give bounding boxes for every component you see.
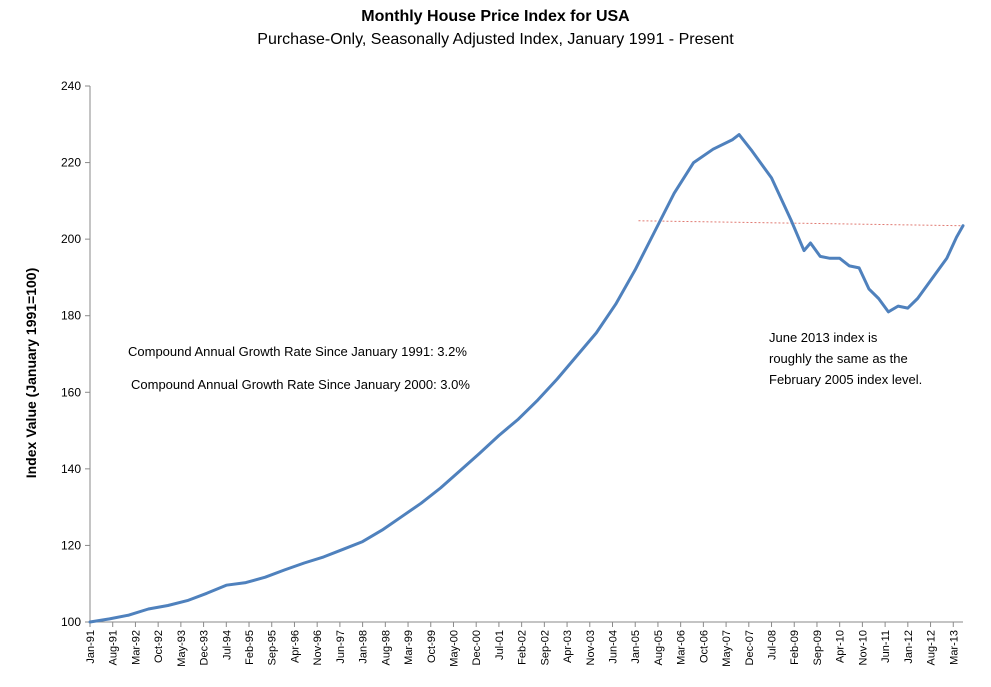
chart-subtitle: Purchase-Only, Seasonally Adjusted Index… — [257, 31, 734, 48]
x-tick-label: Apr-10 — [835, 630, 847, 663]
axes — [89, 86, 963, 623]
y-tick-label: 240 — [61, 79, 81, 93]
series-line — [88, 133, 965, 624]
x-tick-label: Aug-98 — [380, 630, 392, 665]
x-tick-label: Aug-12 — [926, 630, 938, 665]
x-tick-label: Apr-96 — [289, 630, 301, 663]
x-tick-label: Feb-09 — [789, 630, 801, 665]
y-tick-label: 120 — [61, 538, 81, 552]
x-tick-label: Jan-12 — [903, 630, 915, 664]
x-tick-label: Jul-94 — [221, 630, 233, 660]
x-tick-label: Aug-91 — [108, 630, 120, 665]
x-tick-label: Dec-93 — [199, 630, 211, 665]
x-tick-label: Mar-06 — [676, 630, 688, 665]
x-tick-label: May-93 — [176, 630, 188, 667]
cagr-1991-annotation: Compound Annual Growth Rate Since Januar… — [128, 344, 467, 359]
y-tick-label: 180 — [61, 309, 81, 323]
x-tick-label: Aug-05 — [653, 630, 665, 665]
x-tick-label: Feb-02 — [517, 630, 529, 665]
x-tick-label: Dec-00 — [471, 630, 483, 665]
x-tick-label: Sep-09 — [812, 630, 824, 665]
y-tick-label: 220 — [61, 156, 81, 170]
x-tick-label: Nov-03 — [585, 630, 597, 665]
x-tick-label: Mar-99 — [403, 630, 415, 665]
x-tick-label: Jan-98 — [358, 630, 370, 664]
x-tick-label: Apr-03 — [562, 630, 574, 663]
x-tick-label: May-00 — [448, 630, 460, 667]
x-tick-label: Jul-01 — [494, 630, 506, 660]
y-tick-label: 100 — [61, 615, 81, 629]
reference-line — [638, 220, 964, 227]
x-tick-label: Oct-06 — [698, 630, 710, 663]
y-tick-label: 200 — [61, 232, 81, 246]
x-tick-label: Jan-91 — [85, 630, 97, 664]
y-tick-label: 160 — [61, 385, 81, 399]
note-line: February 2005 index level. — [769, 372, 923, 387]
cagr-2000-annotation: Compound Annual Growth Rate Since Januar… — [131, 377, 470, 392]
x-tick-label: Jun-97 — [335, 630, 347, 664]
x-tick-label: Nov-10 — [857, 630, 869, 665]
x-tick-label: Oct-99 — [426, 630, 438, 663]
x-tick-label: Jun-04 — [608, 630, 620, 664]
x-tick-label: Oct-92 — [153, 630, 165, 663]
x-tick-label: Sep-95 — [267, 630, 279, 665]
x-tick-label: Feb-95 — [244, 630, 256, 665]
x-tick-label: Jun-11 — [880, 630, 892, 663]
x-tick-label: May-07 — [721, 630, 733, 667]
x-tick-label: Mar-13 — [948, 630, 960, 665]
chart-title: Monthly House Price Index for USA — [361, 8, 630, 25]
plot-area — [88, 133, 965, 624]
y-tick-label: 140 — [61, 462, 81, 476]
x-tick-label: Jul-08 — [767, 630, 779, 660]
note-line: roughly the same as the — [769, 351, 908, 366]
x-tick-label: Jan-05 — [630, 630, 642, 664]
y-axis-ticks: 100 120 140 160 180 200 220 240 — [61, 79, 90, 629]
june-2013-note: June 2013 index is roughly the same as t… — [769, 327, 922, 390]
x-tick-label: Sep-02 — [539, 630, 551, 665]
note-line: June 2013 index is — [769, 330, 878, 345]
x-tick-label: Dec-07 — [744, 630, 756, 665]
x-tick-label: Mar-92 — [130, 630, 142, 665]
x-axis-ticks: Jan-91 Aug-91 Mar-92 Oct-92 May-93 Dec-93 Jul-… — [85, 622, 960, 667]
x-tick-label: Nov-96 — [312, 630, 324, 665]
